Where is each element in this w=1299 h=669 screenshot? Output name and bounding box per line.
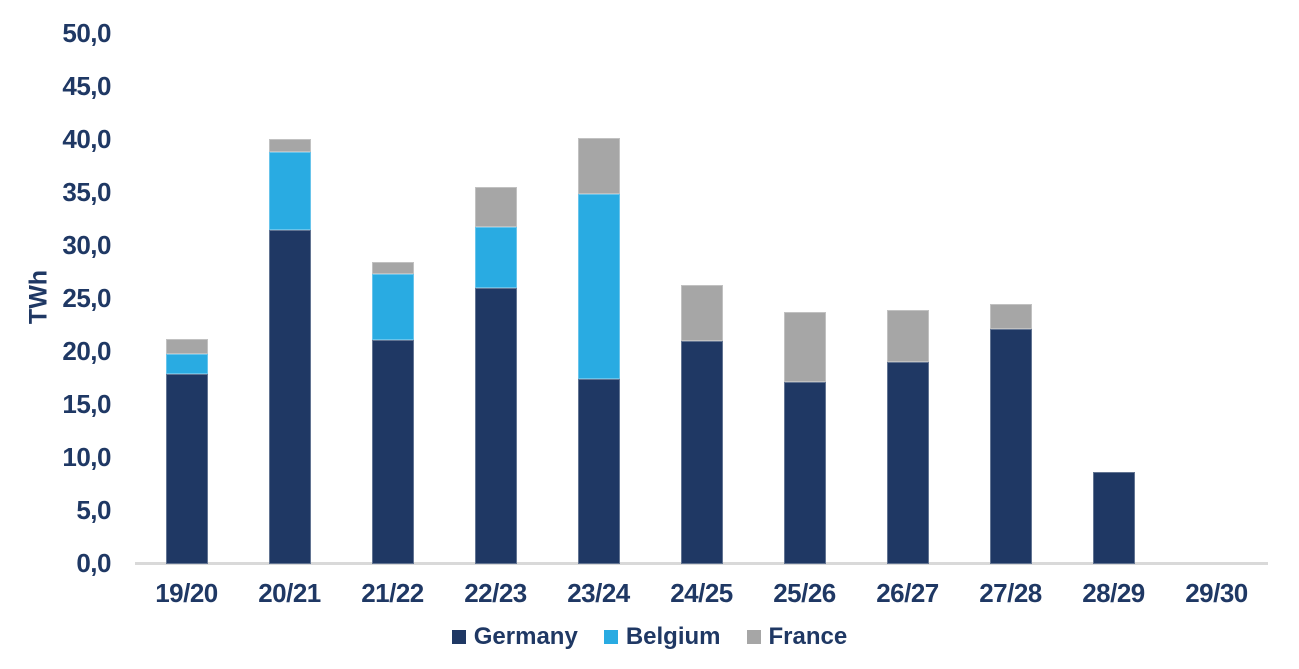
bar-21-22-france xyxy=(371,261,414,274)
legend-item-france: France xyxy=(746,623,848,651)
y-tick-label-35: 35,0 xyxy=(62,177,111,207)
bar-27-28-germany xyxy=(989,328,1032,564)
legend: Germany Belgium France xyxy=(0,622,1299,652)
y-tick-label-50: 50,0 xyxy=(62,18,111,48)
legend-item-belgium: Belgium xyxy=(603,623,721,651)
y-tick-label-30: 30,0 xyxy=(62,230,111,260)
legend-swatch-france xyxy=(746,630,761,644)
legend-label-germany: Germany xyxy=(473,623,578,650)
x-tick-label-24-25: 24/25 xyxy=(670,578,733,608)
y-tick-label-40: 40,0 xyxy=(62,124,111,154)
bar-21-22-belgium xyxy=(371,273,414,341)
bar-21-22-germany xyxy=(371,340,414,564)
bar-23-24-france xyxy=(577,137,620,195)
bar-27-28-france xyxy=(989,304,1032,329)
legend-label-belgium: Belgium xyxy=(625,623,721,650)
bar-19-20-belgium xyxy=(165,354,208,375)
x-tick-label-20-21: 20/21 xyxy=(258,578,321,608)
y-tick-label-45: 45,0 xyxy=(62,71,111,101)
bar-23-24-germany xyxy=(577,378,620,564)
bar-22-23-france xyxy=(474,186,517,227)
bar-26-27-germany xyxy=(886,361,929,564)
legend-swatch-germany xyxy=(451,630,466,644)
y-tick-label-15: 15,0 xyxy=(62,389,111,419)
legend-swatch-belgium xyxy=(603,630,618,644)
x-tick-label-29-30: 29/30 xyxy=(1185,578,1248,608)
bar-28-29-germany xyxy=(1092,471,1135,564)
x-tick-label-27-28: 27/28 xyxy=(979,578,1042,608)
bar-23-24-belgium xyxy=(577,194,620,379)
bar-20-21-germany xyxy=(268,230,311,564)
bar-20-21-france xyxy=(268,138,311,152)
bar-19-20-germany xyxy=(165,374,208,564)
bar-20-21-belgium xyxy=(268,151,311,231)
y-tick-label-0: 0,0 xyxy=(76,548,111,578)
bar-24-25-germany xyxy=(680,341,723,564)
bar-19-20-france xyxy=(165,339,208,355)
x-tick-label-23-24: 23/24 xyxy=(567,578,630,608)
bar-24-25-france xyxy=(680,285,723,342)
bar-22-23-germany xyxy=(474,288,517,564)
x-tick-label-19-20: 19/20 xyxy=(155,578,218,608)
y-tick-label-20: 20,0 xyxy=(62,336,111,366)
x-tick-label-26-27: 26/27 xyxy=(876,578,939,608)
y-tick-label-10: 10,0 xyxy=(62,442,111,472)
y-tick-label-5: 5,0 xyxy=(76,495,111,525)
bar-25-26-germany xyxy=(783,381,826,564)
x-tick-label-22-23: 22/23 xyxy=(464,578,527,608)
legend-label-france: France xyxy=(768,623,848,650)
legend-item-germany: Germany xyxy=(451,623,578,651)
x-tick-label-28-29: 28/29 xyxy=(1082,578,1145,608)
bar-26-27-france xyxy=(886,309,929,362)
bar-25-26-france xyxy=(783,311,826,382)
y-tick-label-25: 25,0 xyxy=(62,283,111,313)
x-tick-label-25-26: 25/26 xyxy=(773,578,836,608)
x-tick-label-21-22: 21/22 xyxy=(361,578,424,608)
bar-22-23-belgium xyxy=(474,226,517,289)
